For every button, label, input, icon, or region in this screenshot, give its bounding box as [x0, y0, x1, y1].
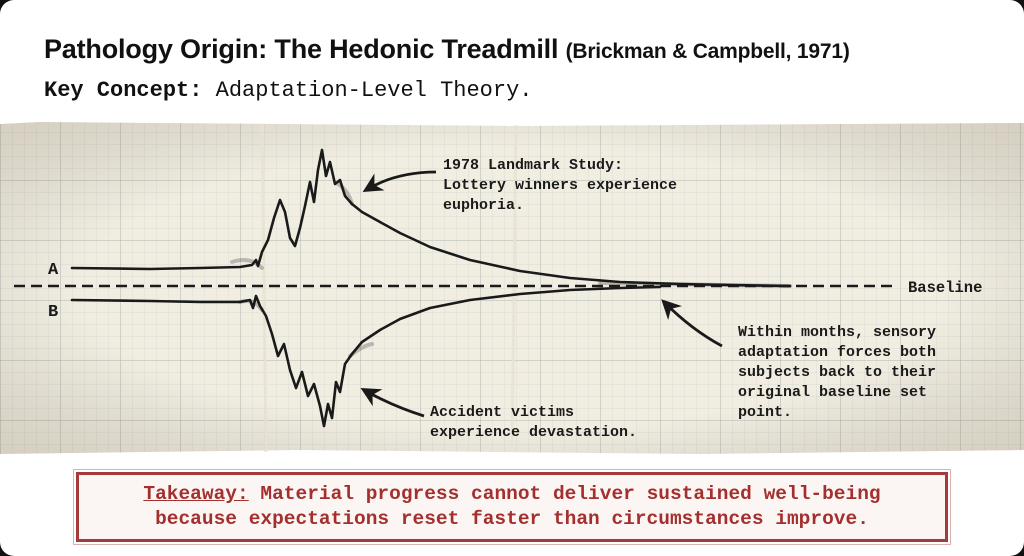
- annotation-accident-line: experience devastation.: [430, 424, 637, 441]
- annotation-adaptation-line: adaptation forces both: [738, 344, 936, 361]
- annotation-accident-line: Accident victims: [430, 404, 574, 421]
- annotation-lottery-line: 1978 Landmark Study:: [443, 157, 623, 174]
- arrow-adaptation: [661, 299, 723, 348]
- title-citation: (Brickman & Campbell, 1971): [565, 40, 850, 63]
- annotation-adaptation-line: original baseline set: [738, 384, 927, 401]
- annotation-lottery: 1978 Landmark Study: Lottery winners exp…: [443, 157, 677, 214]
- annotation-adaptation: Within months, sensory adaptation forces…: [738, 324, 936, 421]
- fold-crease: [510, 124, 518, 453]
- key-concept: Key Concept: Adaptation-Level Theory.: [44, 78, 533, 103]
- graph-paper: A B Baseline 1978 Landmark Study: Lotter…: [0, 120, 1024, 456]
- fold-crease: [260, 123, 268, 453]
- annotation-lottery-line: euphoria.: [443, 197, 524, 214]
- annotation-adaptation-line: Within months, sensory: [738, 324, 936, 341]
- arrow-accident: [360, 388, 425, 418]
- takeaway-line-2: because expectations reset faster than c…: [155, 508, 869, 530]
- trace-a-label: A: [48, 261, 59, 280]
- key-concept-value: Adaptation-Level Theory.: [215, 78, 533, 103]
- takeaway-box: Takeaway: Material progress cannot deliv…: [73, 469, 951, 545]
- takeaway-text-1: Material progress cannot deliver sustain…: [260, 483, 881, 505]
- trace-b-smudge: [238, 299, 374, 358]
- annotation-accident: Accident victims experience devastation.: [430, 404, 637, 441]
- trace-a-smudge: [230, 182, 792, 288]
- trace-b: [70, 285, 662, 428]
- trace-diagram: A B Baseline 1978 Landmark Study: Lotter…: [0, 122, 1024, 454]
- title-text: Pathology Origin: The Hedonic Treadmill: [44, 34, 559, 64]
- annotation-adaptation-line: point.: [738, 404, 792, 421]
- takeaway-line-1: Takeaway: Material progress cannot deliv…: [143, 482, 880, 507]
- annotation-adaptation-line: subjects back to their: [738, 364, 936, 381]
- baseline-label: Baseline: [908, 279, 982, 297]
- takeaway-label: Takeaway:: [143, 483, 249, 505]
- page-title: Pathology Origin: The Hedonic Treadmill …: [44, 34, 850, 65]
- key-concept-label: Key Concept:: [44, 78, 203, 103]
- annotation-lottery-line: Lottery winners experience: [443, 177, 677, 194]
- trace-b-label: B: [48, 303, 58, 322]
- arrow-lottery: [362, 170, 437, 193]
- trace-a: [70, 148, 792, 288]
